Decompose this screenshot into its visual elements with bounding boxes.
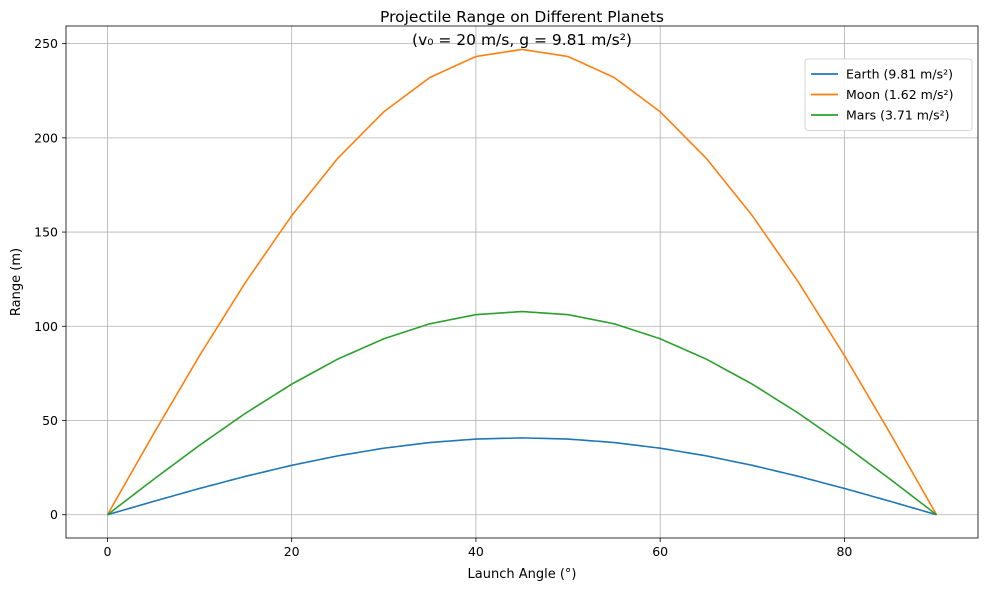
x-axis-label: Launch Angle (°) [468, 567, 577, 582]
x-tick-label: 0 [103, 544, 111, 559]
legend-label: Moon (1.62 m/s²) [846, 87, 953, 102]
legend-label: Mars (3.71 m/s²) [846, 108, 950, 123]
x-tick-label: 20 [284, 544, 300, 559]
series-line-1 [106, 48, 938, 516]
y-tick-label: 50 [42, 413, 58, 428]
y-axis-label: Range (m) [9, 248, 24, 316]
series-lines [106, 48, 938, 516]
legend-frame [804, 58, 973, 131]
y-tick-label: 100 [34, 319, 58, 334]
series-line-0 [107, 437, 937, 516]
x-tick-label: 80 [836, 544, 852, 559]
plot-frame [65, 25, 979, 539]
legend-label: Earth (9.81 m/s²) [846, 67, 953, 82]
x-tick-label: 60 [652, 544, 668, 559]
x-tick-label: 40 [468, 544, 484, 559]
axis-ticks: 0 20 40 60 80 0 50 100 150 200 250 [34, 36, 852, 559]
series-line-2 [106, 310, 938, 516]
y-tick-label: 150 [34, 225, 58, 240]
y-tick-label: 250 [34, 36, 58, 51]
legend: Earth (9.81 m/s²) Moon (1.62 m/s²) Mars (3… [804, 58, 973, 131]
y-tick-label: 0 [50, 507, 58, 522]
chart-title: Projectile Range on Different Planets [380, 8, 664, 26]
y-tick-label: 200 [34, 130, 58, 145]
chart-subtitle: (v₀ = 20 m/s, g = 9.81 m/s²) [412, 31, 632, 49]
